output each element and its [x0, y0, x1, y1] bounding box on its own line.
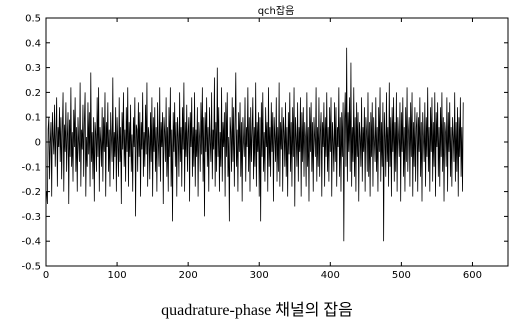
y-tick-label: 0.5	[25, 14, 41, 25]
y-tick-label: -0.1	[21, 162, 41, 173]
x-tick-label: 100	[108, 270, 127, 281]
x-tick-label: 400	[321, 270, 340, 281]
y-tick-label: 0.4	[25, 38, 41, 49]
x-tick-label: 200	[179, 270, 198, 281]
y-tick-label: 0.1	[25, 113, 41, 124]
data-layer	[46, 47, 464, 242]
y-tick-label: 0	[35, 138, 41, 149]
y-tick-label: 0.3	[25, 63, 41, 74]
x-tick-label: 300	[250, 270, 269, 281]
x-tick-label: 500	[392, 270, 411, 281]
y-tick-label: -0.5	[21, 262, 41, 273]
y-tick-label: -0.2	[21, 187, 41, 198]
y-tick-label: -0.3	[21, 212, 41, 223]
y-tick-label: -0.4	[21, 237, 41, 248]
chart-title: qch잡음	[258, 5, 295, 17]
x-tick-label: 600	[463, 270, 482, 281]
figure-caption: quadrature-phase 채널의 잡음	[161, 302, 353, 319]
x-tick-label: 0	[43, 270, 49, 281]
y-tick-label: 0.2	[25, 88, 41, 99]
axis-ticks: 0.50.40.30.20.10-0.1-0.2-0.3-0.4-0.50 100…	[21, 14, 508, 281]
series-line	[46, 47, 464, 242]
